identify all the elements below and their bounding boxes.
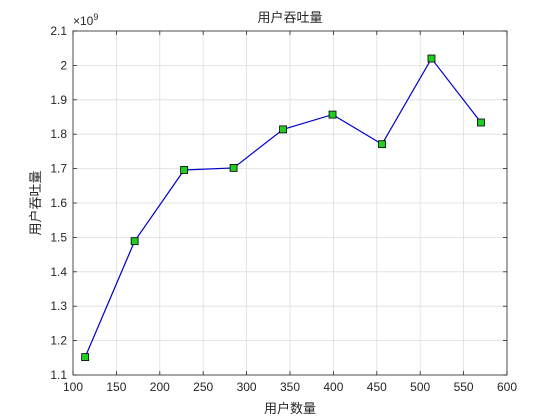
data-point — [279, 125, 287, 134]
y-tick-label: 1.2 — [50, 334, 67, 348]
y-tick-label: 1.4 — [50, 265, 67, 279]
x-tick-label: 250 — [193, 380, 213, 394]
y-axis-title: 用户吞吐量 — [28, 170, 44, 235]
y-tick-label: 1.6 — [50, 196, 67, 210]
y-tick-label: 1.5 — [50, 230, 67, 244]
data-point — [328, 110, 337, 119]
data-point — [427, 54, 436, 63]
y-tick-label: 2 — [60, 58, 67, 72]
y-axis-ticks: 1.1 1.2 1.3 1.4 1.5 1.6 1.7 1.8 1.9 2 2.1 — [50, 24, 507, 382]
y-axis-multiplier-base: ×10 — [73, 14, 94, 28]
x-tick-label: 300 — [237, 380, 257, 394]
y-tick-label: 1.9 — [50, 93, 67, 107]
y-tick-label: 1.3 — [50, 299, 67, 313]
x-tick-label: 100 — [63, 380, 83, 394]
y-tick-label: 1.1 — [50, 368, 67, 382]
x-axis-ticks: 100 150 200 250 300 350 400 450 500 550 600 — [63, 31, 517, 394]
chart-title: 用户吞吐量 — [257, 10, 322, 26]
y-axis-multiplier-exponent: 9 — [93, 12, 98, 22]
data-point — [130, 237, 139, 246]
x-tick-label: 600 — [497, 380, 517, 394]
data-point — [81, 353, 90, 362]
data-point — [180, 166, 189, 174]
x-tick-label: 400 — [323, 380, 343, 394]
x-tick-label: 350 — [280, 380, 300, 394]
y-axis-multiplier: ×109 — [73, 12, 98, 28]
y-tick-label: 2.1 — [50, 24, 67, 38]
y-tick-label: 1.7 — [50, 162, 67, 176]
x-tick-label: 200 — [150, 380, 170, 394]
x-tick-label: 450 — [367, 380, 387, 394]
data-point — [378, 140, 386, 149]
data-point — [477, 118, 485, 127]
data-point — [229, 164, 238, 172]
x-tick-label: 150 — [106, 380, 126, 394]
series-group — [81, 54, 485, 362]
y-tick-label: 1.8 — [50, 127, 67, 141]
x-tick-label: 550 — [454, 380, 474, 394]
x-tick-label: 500 — [410, 380, 430, 394]
x-axis-title: 用户数量 — [264, 401, 316, 417]
